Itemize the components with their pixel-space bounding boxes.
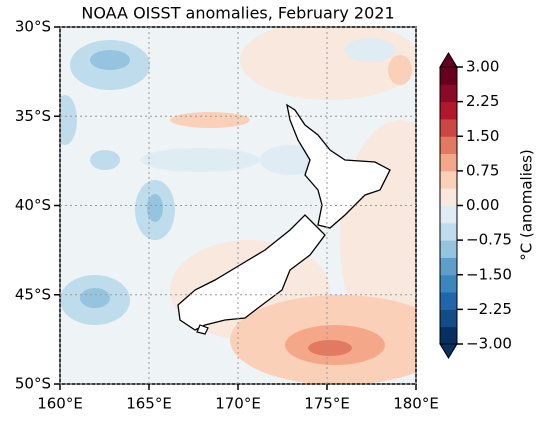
colorbar-segment bbox=[440, 67, 457, 85]
colorbar-tick-label: −2.25 bbox=[466, 300, 512, 318]
south-island bbox=[177, 214, 326, 331]
chart-title: NOAA OISST anomalies, February 2021 bbox=[81, 4, 394, 23]
colorbar-segment bbox=[440, 326, 457, 345]
colorbar-tick-label: 3.00 bbox=[466, 58, 499, 76]
y-tick-label: 40°S bbox=[15, 196, 51, 214]
colorbar-extend-max bbox=[439, 52, 458, 68]
colorbar-tick-label: −3.00 bbox=[466, 335, 512, 353]
y-tick-label: 50°S bbox=[15, 375, 51, 393]
colorbar-segment bbox=[440, 292, 457, 310]
colorbar-segment bbox=[440, 257, 457, 276]
sst-field bbox=[60, 27, 416, 384]
x-tick-label: 160°E bbox=[37, 395, 83, 413]
colorbar-tick-label: 2.25 bbox=[466, 92, 499, 110]
colorbar-segment bbox=[440, 170, 457, 189]
colorbar-segment bbox=[440, 222, 457, 241]
colorbar-tick-label: 1.50 bbox=[466, 127, 499, 145]
colorbar-segment bbox=[440, 136, 457, 155]
colorbar-segment bbox=[440, 274, 457, 293]
colorbar-segment bbox=[440, 153, 457, 172]
colorbar-segment bbox=[440, 240, 457, 258]
colorbar-segment bbox=[440, 205, 457, 224]
colorbar-tick-label: 0.75 bbox=[466, 161, 499, 179]
x-tick-label: 170°E bbox=[215, 395, 261, 413]
colorbar-tick-label: 0.00 bbox=[466, 196, 499, 214]
colorbar-segment bbox=[440, 101, 457, 120]
colorbar-segment bbox=[440, 118, 457, 137]
colorbar-extend-min bbox=[439, 343, 458, 359]
colorbar-segment bbox=[440, 309, 457, 328]
colorbar-tick-label: −0.75 bbox=[466, 231, 512, 249]
x-tick-label: 165°E bbox=[126, 395, 172, 413]
y-tick-label: 35°S bbox=[15, 107, 51, 125]
stewart-island bbox=[196, 324, 209, 335]
x-tick-label: 175°E bbox=[304, 395, 350, 413]
colorbar-segment bbox=[440, 84, 457, 103]
x-tick-label: 180°E bbox=[393, 395, 439, 413]
y-tick-label: 30°S bbox=[15, 18, 51, 36]
colorbar-label: °C (anomalies) bbox=[518, 149, 536, 261]
colorbar-segment bbox=[440, 188, 457, 206]
y-tick-label: 45°S bbox=[15, 285, 51, 303]
colorbar-tick-label: −1.50 bbox=[466, 265, 512, 283]
